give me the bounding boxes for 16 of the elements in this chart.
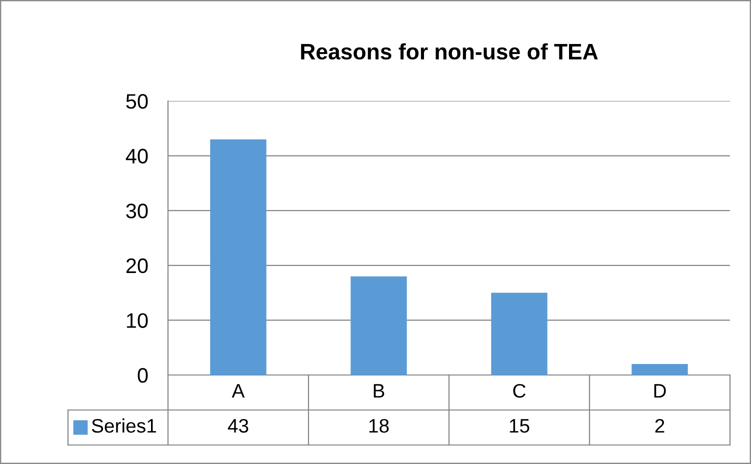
x-tick-label: D: [654, 384, 666, 398]
data-label: 43: [228, 418, 248, 433]
y-tick-label: 10: [126, 313, 148, 328]
y-tick-label: 40: [126, 148, 148, 164]
chart-title: Reasons for non-use of TEA: [301, 43, 598, 60]
data-label: 15: [510, 419, 530, 433]
y-tick-label: 50: [126, 94, 148, 109]
y-tick-label: 20: [126, 258, 148, 274]
y-tick-label: 0: [138, 368, 148, 383]
data-label: 18: [369, 418, 389, 433]
x-tick-label: B: [374, 384, 384, 398]
x-tick-label: A: [232, 384, 245, 398]
x-tick-label: C: [513, 384, 526, 398]
y-tick-label: 30: [126, 204, 148, 218]
data-label: 2: [655, 418, 664, 433]
legend-label: Series1: [92, 418, 156, 433]
